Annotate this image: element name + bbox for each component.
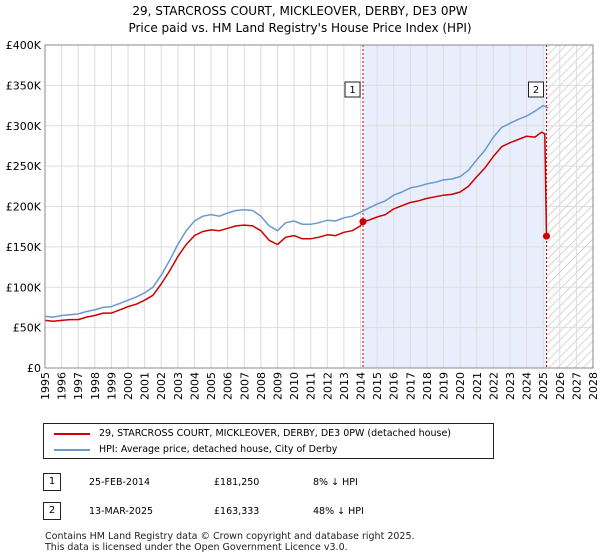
footer-line-2: This data is licensed under the Open Gov… (45, 542, 348, 553)
x-tick-label: 2014 (355, 372, 368, 400)
x-tick-label: 2012 (321, 372, 334, 400)
x-tick-label: 2006 (222, 372, 235, 400)
y-tick-label: £200K (6, 201, 42, 214)
x-tick-label: 2026 (554, 372, 567, 400)
x-tick-label: 2002 (155, 372, 168, 400)
x-tick-label: 2011 (305, 372, 318, 400)
y-tick-label: £250K (6, 160, 42, 173)
x-tick-label: 2020 (454, 372, 467, 400)
legend-swatch-property (54, 433, 90, 435)
x-tick-label: 1999 (105, 372, 118, 400)
transaction-date: 13-MAR-2025 (89, 506, 154, 517)
chart-title: 29, STARCROSS COURT, MICKLEOVER, DERBY, … (0, 3, 600, 37)
title-line-1: 29, STARCROSS COURT, MICKLEOVER, DERBY, … (132, 4, 468, 18)
x-tick-label: 2023 (504, 372, 517, 400)
x-tick-label: 2019 (438, 372, 451, 400)
chart-legend: 29, STARCROSS COURT, MICKLEOVER, DERBY, … (43, 423, 494, 459)
x-tick-label: 2008 (255, 372, 268, 400)
y-tick-label: £50K (13, 322, 42, 335)
annotation-box (528, 81, 545, 98)
x-tick-label: 2025 (537, 372, 550, 400)
annotation-label: 2 (533, 85, 539, 96)
transaction-date: 25-FEB-2014 (89, 477, 151, 488)
annotation-label: 1 (349, 85, 355, 96)
legend-swatch-hpi (54, 449, 90, 451)
plot-frame (44, 44, 594, 369)
x-tick-label: 2027 (570, 372, 583, 400)
annotation-box (344, 81, 361, 98)
transaction-hpi-diff: 48% ↓ HPI (313, 506, 364, 517)
x-tick-label: 2000 (122, 372, 135, 400)
x-tick-label: 2005 (205, 372, 218, 400)
x-tick-label: 2010 (288, 372, 301, 400)
footer-notice: Contains HM Land Registry data © Crown c… (45, 531, 415, 553)
x-tick-label: 2009 (271, 372, 284, 400)
x-tick-label: 2017 (404, 372, 417, 400)
y-tick-label: £400K (6, 39, 42, 52)
sale-point-marker (359, 218, 367, 226)
x-tick-label: 2015 (371, 372, 384, 400)
sale-point-marker (543, 232, 551, 240)
x-tick-label: 2024 (521, 372, 534, 400)
transaction-badge: 2 (43, 502, 61, 520)
x-tick-label: 1997 (72, 372, 85, 400)
price-chart: £0 £50K £100K £150K £200K £250K £300K £350K £400… (6, 39, 600, 400)
y-tick-label: £0 (27, 362, 41, 375)
x-tick-label: 1996 (56, 372, 69, 400)
x-tick-label: 1998 (89, 372, 102, 400)
y-tick-label: £100K (6, 281, 42, 294)
legend-label-property: 29, STARCROSS COURT, MICKLEOVER, DERBY, … (99, 428, 452, 439)
footer-line-1: Contains HM Land Registry data © Crown c… (45, 531, 415, 542)
title-line-2: Price paid vs. HM Land Registry's House … (128, 21, 472, 35)
x-tick-label: 2007 (238, 372, 251, 400)
x-tick-label: 2004 (188, 372, 201, 400)
x-tick-label: 2028 (587, 372, 600, 400)
transaction-badge: 1 (43, 473, 61, 491)
x-tick-label: 2001 (139, 372, 152, 400)
y-tick-label: £300K (6, 120, 42, 133)
legend-label-hpi: HPI: Average price, detached house, City… (99, 444, 338, 455)
y-tick-label: £150K (6, 241, 42, 254)
transaction-price: £181,250 (214, 477, 260, 488)
x-tick-label: 2018 (421, 372, 434, 400)
property-price-line (44, 131, 548, 322)
hpi-line (44, 104, 549, 318)
x-tick-label: 2013 (338, 372, 351, 400)
x-tick-label: 2022 (487, 372, 500, 400)
transaction-hpi-diff: 8% ↓ HPI (313, 477, 358, 488)
x-tick-label: 2003 (172, 372, 185, 400)
x-tick-label: 2016 (388, 372, 401, 400)
transaction-price: £163,333 (214, 506, 260, 517)
x-tick-label: 2021 (471, 372, 484, 400)
x-tick-label: 1995 (39, 372, 52, 400)
y-tick-label: £350K (6, 79, 42, 92)
